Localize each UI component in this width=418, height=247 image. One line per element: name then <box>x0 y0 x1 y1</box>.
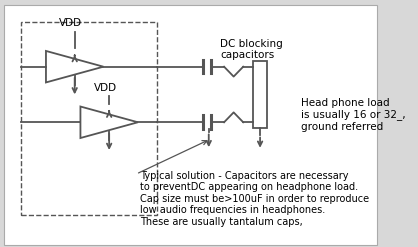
Text: VDD: VDD <box>94 83 117 93</box>
Text: Head phone load
is usually 16 or 32_,
ground referred: Head phone load is usually 16 or 32_, gr… <box>301 98 405 132</box>
Bar <box>253 61 268 128</box>
Text: Typical solution - Capacitors are necessary
to preventDC appearing on headphone : Typical solution - Capacitors are necess… <box>140 171 369 227</box>
Text: VDD: VDD <box>59 19 82 28</box>
Bar <box>21 22 157 215</box>
Text: DC blocking
capacitors: DC blocking capacitors <box>220 39 283 60</box>
FancyBboxPatch shape <box>4 5 377 245</box>
